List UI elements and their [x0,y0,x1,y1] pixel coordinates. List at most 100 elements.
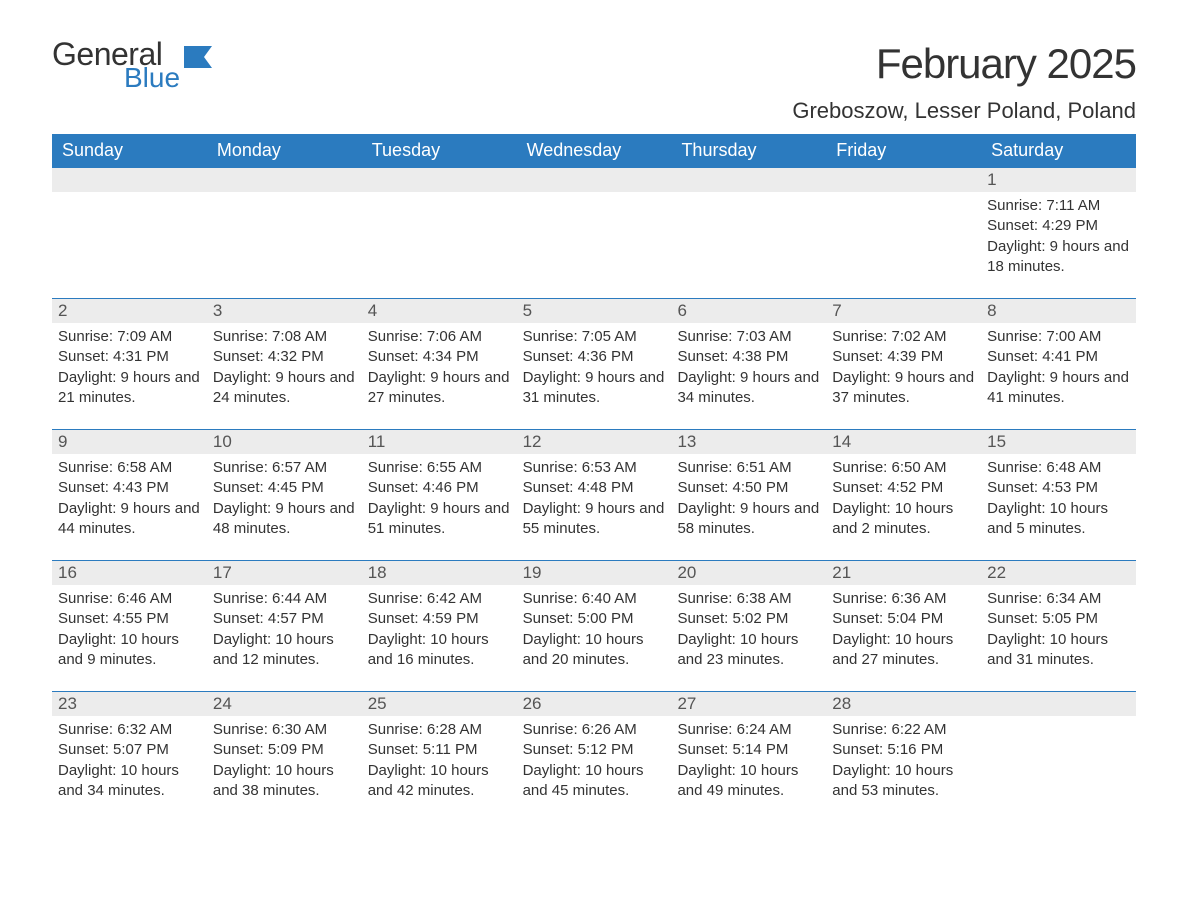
weekday-header: Sunday [52,134,207,167]
day-number: 27 [671,692,826,716]
day-details: Sunrise: 6:36 AMSunset: 5:04 PMDaylight:… [826,585,981,678]
day-details: Sunrise: 7:03 AMSunset: 4:38 PMDaylight:… [671,323,826,416]
calendar-day-cell: 15Sunrise: 6:48 AMSunset: 4:53 PMDayligh… [981,430,1136,548]
day-number: 7 [826,299,981,323]
day-number: 1 [981,168,1136,192]
day-details: Sunrise: 7:06 AMSunset: 4:34 PMDaylight:… [362,323,517,416]
calendar-empty-cell [671,168,826,286]
day-details: Sunrise: 7:00 AMSunset: 4:41 PMDaylight:… [981,323,1136,416]
day-details: Sunrise: 7:11 AMSunset: 4:29 PMDaylight:… [981,192,1136,285]
calendar-empty-cell [207,168,362,286]
calendar-empty-cell [362,168,517,286]
calendar-body: 1Sunrise: 7:11 AMSunset: 4:29 PMDaylight… [52,167,1136,810]
calendar-day-cell: 19Sunrise: 6:40 AMSunset: 5:00 PMDayligh… [517,561,672,679]
calendar-week-row: 1Sunrise: 7:11 AMSunset: 4:29 PMDaylight… [52,167,1136,286]
calendar: SundayMondayTuesdayWednesdayThursdayFrid… [52,134,1136,810]
day-number: 15 [981,430,1136,454]
day-details: Sunrise: 6:58 AMSunset: 4:43 PMDaylight:… [52,454,207,547]
calendar-day-cell: 11Sunrise: 6:55 AMSunset: 4:46 PMDayligh… [362,430,517,548]
day-details: Sunrise: 6:57 AMSunset: 4:45 PMDaylight:… [207,454,362,547]
calendar-day-cell: 26Sunrise: 6:26 AMSunset: 5:12 PMDayligh… [517,692,672,810]
day-details: Sunrise: 6:30 AMSunset: 5:09 PMDaylight:… [207,716,362,809]
calendar-day-cell: 22Sunrise: 6:34 AMSunset: 5:05 PMDayligh… [981,561,1136,679]
day-details: Sunrise: 7:09 AMSunset: 4:31 PMDaylight:… [52,323,207,416]
calendar-day-cell: 21Sunrise: 6:36 AMSunset: 5:04 PMDayligh… [826,561,981,679]
logo-text: General Blue [52,40,180,90]
calendar-week-row: 16Sunrise: 6:46 AMSunset: 4:55 PMDayligh… [52,560,1136,679]
calendar-day-cell: 23Sunrise: 6:32 AMSunset: 5:07 PMDayligh… [52,692,207,810]
weekday-header: Saturday [981,134,1136,167]
calendar-empty-cell [826,168,981,286]
day-number: 21 [826,561,981,585]
weekday-header-row: SundayMondayTuesdayWednesdayThursdayFrid… [52,134,1136,167]
day-number: 8 [981,299,1136,323]
calendar-day-cell: 14Sunrise: 6:50 AMSunset: 4:52 PMDayligh… [826,430,981,548]
day-details: Sunrise: 6:53 AMSunset: 4:48 PMDaylight:… [517,454,672,547]
calendar-day-cell: 9Sunrise: 6:58 AMSunset: 4:43 PMDaylight… [52,430,207,548]
calendar-day-cell: 25Sunrise: 6:28 AMSunset: 5:11 PMDayligh… [362,692,517,810]
day-number [362,168,517,192]
calendar-day-cell: 2Sunrise: 7:09 AMSunset: 4:31 PMDaylight… [52,299,207,417]
day-number [52,168,207,192]
calendar-empty-cell [52,168,207,286]
day-number: 2 [52,299,207,323]
day-details: Sunrise: 6:34 AMSunset: 5:05 PMDaylight:… [981,585,1136,678]
day-number: 25 [362,692,517,716]
calendar-day-cell: 27Sunrise: 6:24 AMSunset: 5:14 PMDayligh… [671,692,826,810]
day-number [671,168,826,192]
day-number: 14 [826,430,981,454]
calendar-week-row: 23Sunrise: 6:32 AMSunset: 5:07 PMDayligh… [52,691,1136,810]
day-details: Sunrise: 6:28 AMSunset: 5:11 PMDaylight:… [362,716,517,809]
weekday-header: Thursday [671,134,826,167]
weekday-header: Monday [207,134,362,167]
day-number [517,168,672,192]
day-number: 4 [362,299,517,323]
calendar-day-cell: 7Sunrise: 7:02 AMSunset: 4:39 PMDaylight… [826,299,981,417]
day-details: Sunrise: 6:46 AMSunset: 4:55 PMDaylight:… [52,585,207,678]
day-number: 17 [207,561,362,585]
calendar-empty-cell [517,168,672,286]
day-number: 12 [517,430,672,454]
calendar-day-cell: 4Sunrise: 7:06 AMSunset: 4:34 PMDaylight… [362,299,517,417]
calendar-empty-cell [981,692,1136,810]
calendar-day-cell: 12Sunrise: 6:53 AMSunset: 4:48 PMDayligh… [517,430,672,548]
day-details: Sunrise: 6:44 AMSunset: 4:57 PMDaylight:… [207,585,362,678]
month-title: February 2025 [792,40,1136,88]
calendar-day-cell: 20Sunrise: 6:38 AMSunset: 5:02 PMDayligh… [671,561,826,679]
day-details: Sunrise: 6:38 AMSunset: 5:02 PMDaylight:… [671,585,826,678]
day-details: Sunrise: 6:26 AMSunset: 5:12 PMDaylight:… [517,716,672,809]
day-number [826,168,981,192]
day-details: Sunrise: 6:48 AMSunset: 4:53 PMDaylight:… [981,454,1136,547]
day-number: 11 [362,430,517,454]
calendar-day-cell: 5Sunrise: 7:05 AMSunset: 4:36 PMDaylight… [517,299,672,417]
day-number: 18 [362,561,517,585]
calendar-week-row: 2Sunrise: 7:09 AMSunset: 4:31 PMDaylight… [52,298,1136,417]
day-number: 10 [207,430,362,454]
weekday-header: Wednesday [517,134,672,167]
calendar-day-cell: 16Sunrise: 6:46 AMSunset: 4:55 PMDayligh… [52,561,207,679]
day-number: 28 [826,692,981,716]
calendar-week-row: 9Sunrise: 6:58 AMSunset: 4:43 PMDaylight… [52,429,1136,548]
logo: General Blue [52,40,220,90]
day-details: Sunrise: 7:05 AMSunset: 4:36 PMDaylight:… [517,323,672,416]
location-subtitle: Greboszow, Lesser Poland, Poland [792,98,1136,124]
day-details: Sunrise: 6:40 AMSunset: 5:00 PMDaylight:… [517,585,672,678]
calendar-day-cell: 18Sunrise: 6:42 AMSunset: 4:59 PMDayligh… [362,561,517,679]
calendar-day-cell: 24Sunrise: 6:30 AMSunset: 5:09 PMDayligh… [207,692,362,810]
calendar-day-cell: 13Sunrise: 6:51 AMSunset: 4:50 PMDayligh… [671,430,826,548]
page-header: General Blue February 2025 Greboszow, Le… [52,40,1136,124]
day-number: 3 [207,299,362,323]
day-number: 19 [517,561,672,585]
calendar-day-cell: 1Sunrise: 7:11 AMSunset: 4:29 PMDaylight… [981,168,1136,286]
day-details: Sunrise: 6:24 AMSunset: 5:14 PMDaylight:… [671,716,826,809]
day-number: 5 [517,299,672,323]
calendar-day-cell: 28Sunrise: 6:22 AMSunset: 5:16 PMDayligh… [826,692,981,810]
calendar-day-cell: 10Sunrise: 6:57 AMSunset: 4:45 PMDayligh… [207,430,362,548]
day-number [207,168,362,192]
calendar-day-cell: 6Sunrise: 7:03 AMSunset: 4:38 PMDaylight… [671,299,826,417]
day-number: 22 [981,561,1136,585]
day-number: 23 [52,692,207,716]
day-number: 6 [671,299,826,323]
calendar-day-cell: 8Sunrise: 7:00 AMSunset: 4:41 PMDaylight… [981,299,1136,417]
day-details: Sunrise: 6:50 AMSunset: 4:52 PMDaylight:… [826,454,981,547]
